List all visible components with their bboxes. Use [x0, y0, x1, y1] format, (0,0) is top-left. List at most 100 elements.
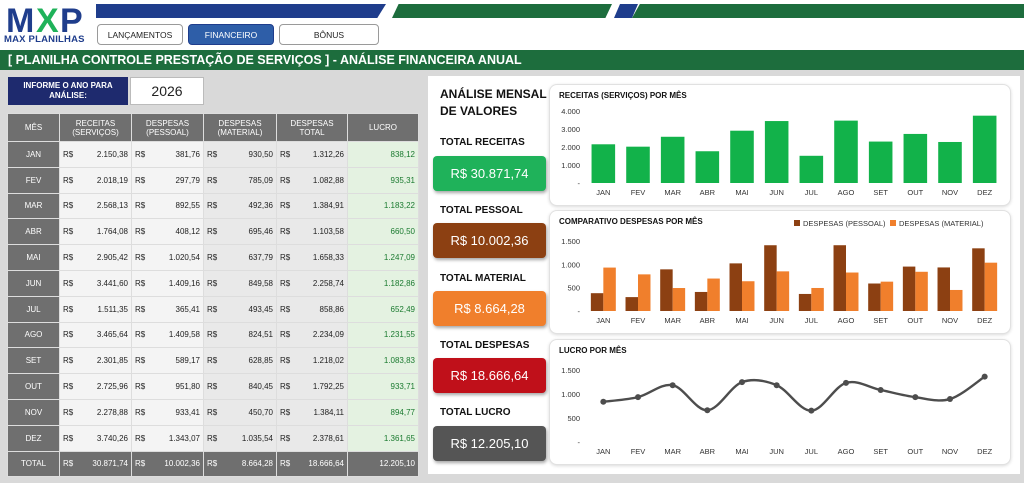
lucro-value: 838,12 — [390, 149, 415, 159]
currency-symbol: R$ — [135, 201, 146, 211]
chart-despesas-card: COMPARATIVO DESPESAS POR MÊS - 500 1.000 1.… — [549, 210, 1011, 334]
receitas-value: 2.018,19 — [96, 175, 128, 185]
table-row: MAI R$ 2.905,42 R$ 1.020,54 R$ 637,79 R$ 1.658,3… — [7, 244, 419, 271]
chart-receitas-card: RECEITAS (SERVIÇOS) POR MÊS - 1.000 2.000 3… — [549, 84, 1011, 206]
x-tick-label: AGO — [838, 188, 855, 197]
nav-lancamentos-button[interactable]: LANÇAMENTOS — [97, 24, 183, 45]
year-input[interactable]: 2026 — [130, 77, 204, 105]
x-tick-label: FEV — [631, 447, 646, 456]
table-row: JAN R$ 2.150,38 R$ 381,76 R$ 930,50 R$ 1.312,26 8… — [7, 141, 419, 168]
x-tick-label: JUL — [805, 316, 818, 325]
line-point — [600, 398, 607, 405]
total-value: 1.384,91 — [312, 201, 344, 211]
lucro-cell: 12.205,10 — [347, 450, 419, 478]
x-tick-label: SET — [873, 316, 888, 325]
receitas-cell: R$ 2.301,85 — [59, 347, 132, 375]
receitas-value: 1.511,35 — [97, 304, 128, 314]
month-cell: JUN — [7, 269, 60, 297]
lucro-line — [603, 375, 986, 412]
line-point — [877, 386, 884, 393]
receitas-cell: R$ 2.018,19 — [59, 166, 132, 194]
x-tick-label: AGO — [838, 316, 855, 325]
currency-symbol: R$ — [280, 304, 291, 314]
table-total-row: TOTAL R$ 30.871,74 R$ 10.002,36 R$ 8.664,28 R$ 1… — [7, 450, 419, 478]
bar-material — [880, 281, 894, 311]
brand-name: MAX PLANILHAS — [4, 34, 85, 45]
chart-lucro-title: LUCRO POR MÊS — [559, 346, 627, 355]
bar-pessoal — [798, 293, 812, 311]
total-cell: R$ 1.792,25 — [276, 373, 348, 400]
pessoal-cell: R$ 1.409,58 — [131, 321, 204, 349]
pessoal-cell: R$ 381,76 — [131, 141, 204, 168]
currency-symbol: R$ — [280, 382, 291, 392]
lucro-cell: 1.183,22 — [347, 192, 419, 220]
currency-symbol: R$ — [280, 227, 291, 237]
y-tick-label: - — [578, 179, 581, 188]
month-cell: TOTAL — [7, 450, 60, 478]
pessoal-cell: R$ 1.409,16 — [131, 269, 204, 297]
currency-symbol: R$ — [135, 459, 146, 469]
header-stripe-green — [392, 4, 612, 18]
bar — [972, 115, 997, 183]
pessoal-cell: R$ 1.343,07 — [131, 424, 204, 452]
pessoal-value: 408,12 — [175, 227, 200, 237]
currency-symbol: R$ — [207, 433, 218, 443]
material-value: 849,58 — [248, 278, 273, 288]
currency-symbol: R$ — [63, 433, 74, 443]
lucro-cell: 838,12 — [347, 141, 419, 168]
lucro-cell: 1.231,55 — [347, 321, 419, 349]
currency-symbol: R$ — [280, 433, 291, 443]
material-value: 492,36 — [248, 201, 273, 211]
bar-pessoal — [694, 291, 708, 311]
pessoal-value: 951,80 — [175, 382, 200, 392]
x-tick-label: MAR — [664, 316, 681, 325]
pessoal-value: 365,41 — [175, 304, 200, 314]
table-row: JUN R$ 3.441,60 R$ 1.409,16 R$ 849,58 R$ 2.258,7… — [7, 269, 419, 297]
year-label: INFORME O ANO PARA ANÁLISE: — [8, 77, 128, 105]
currency-symbol: R$ — [63, 330, 74, 340]
total-cell: R$ 18.666,64 — [276, 450, 348, 478]
receitas-cell: R$ 2.905,42 — [59, 244, 132, 271]
currency-symbol: R$ — [280, 459, 291, 469]
currency-symbol: R$ — [280, 407, 291, 417]
material-cell: R$ 637,79 — [203, 244, 277, 271]
legend-swatch — [890, 220, 896, 226]
header-despesas-total: DESPESAS TOTAL — [276, 113, 348, 142]
chart-despesas: - 500 1.000 1.500 JAN FEV MAR ABR MAI JUN JUL AGO SE… — [561, 219, 998, 325]
x-tick-label: FEV — [631, 316, 646, 325]
bar — [764, 121, 789, 183]
receitas-value: 2.568,13 — [96, 201, 128, 211]
kpi-value-receitas: R$ 30.871,74 — [433, 156, 546, 191]
currency-symbol: R$ — [135, 278, 146, 288]
currency-symbol: R$ — [135, 149, 146, 159]
y-tick-label: 500 — [567, 284, 580, 293]
receitas-cell: R$ 1.764,08 — [59, 218, 132, 246]
currency-symbol: R$ — [63, 253, 74, 263]
header-pessoal: DESPESAS (PESSOAL) — [131, 113, 204, 142]
nav-financeiro-button[interactable]: FINANCEIRO — [188, 24, 274, 45]
chart-despesas-title: COMPARATIVO DESPESAS POR MÊS — [559, 217, 703, 226]
material-cell: R$ 1.035,54 — [203, 424, 277, 452]
pessoal-value: 892,55 — [175, 201, 200, 211]
y-tick-label: 1.000 — [561, 390, 580, 399]
nav-bonus-button[interactable]: BÔNUS — [279, 24, 379, 45]
y-tick-label: 1.500 — [561, 237, 580, 246]
x-tick-label: MAI — [735, 316, 748, 325]
x-tick-label: MAI — [735, 188, 748, 197]
header-material: DESPESAS (MATERIAL) — [203, 113, 277, 142]
currency-symbol: R$ — [135, 356, 146, 366]
currency-symbol: R$ — [63, 201, 74, 211]
total-value: 858,86 — [319, 304, 344, 314]
total-cell: R$ 2.234,09 — [276, 321, 348, 349]
lucro-value: 1.182,86 — [383, 278, 415, 288]
total-value: 1.103,58 — [312, 227, 344, 237]
currency-symbol: R$ — [135, 253, 146, 263]
material-value: 450,70 — [248, 407, 273, 417]
month-cell: FEV — [7, 166, 60, 194]
total-value: 1.658,33 — [312, 253, 344, 263]
x-tick-label: MAR — [664, 188, 681, 197]
header-lucro: LUCRO — [347, 113, 419, 142]
x-tick-label: DEZ — [977, 447, 992, 456]
x-tick-label: SET — [873, 188, 888, 197]
kpi-label-pessoal: TOTAL PESSOAL — [440, 205, 523, 216]
